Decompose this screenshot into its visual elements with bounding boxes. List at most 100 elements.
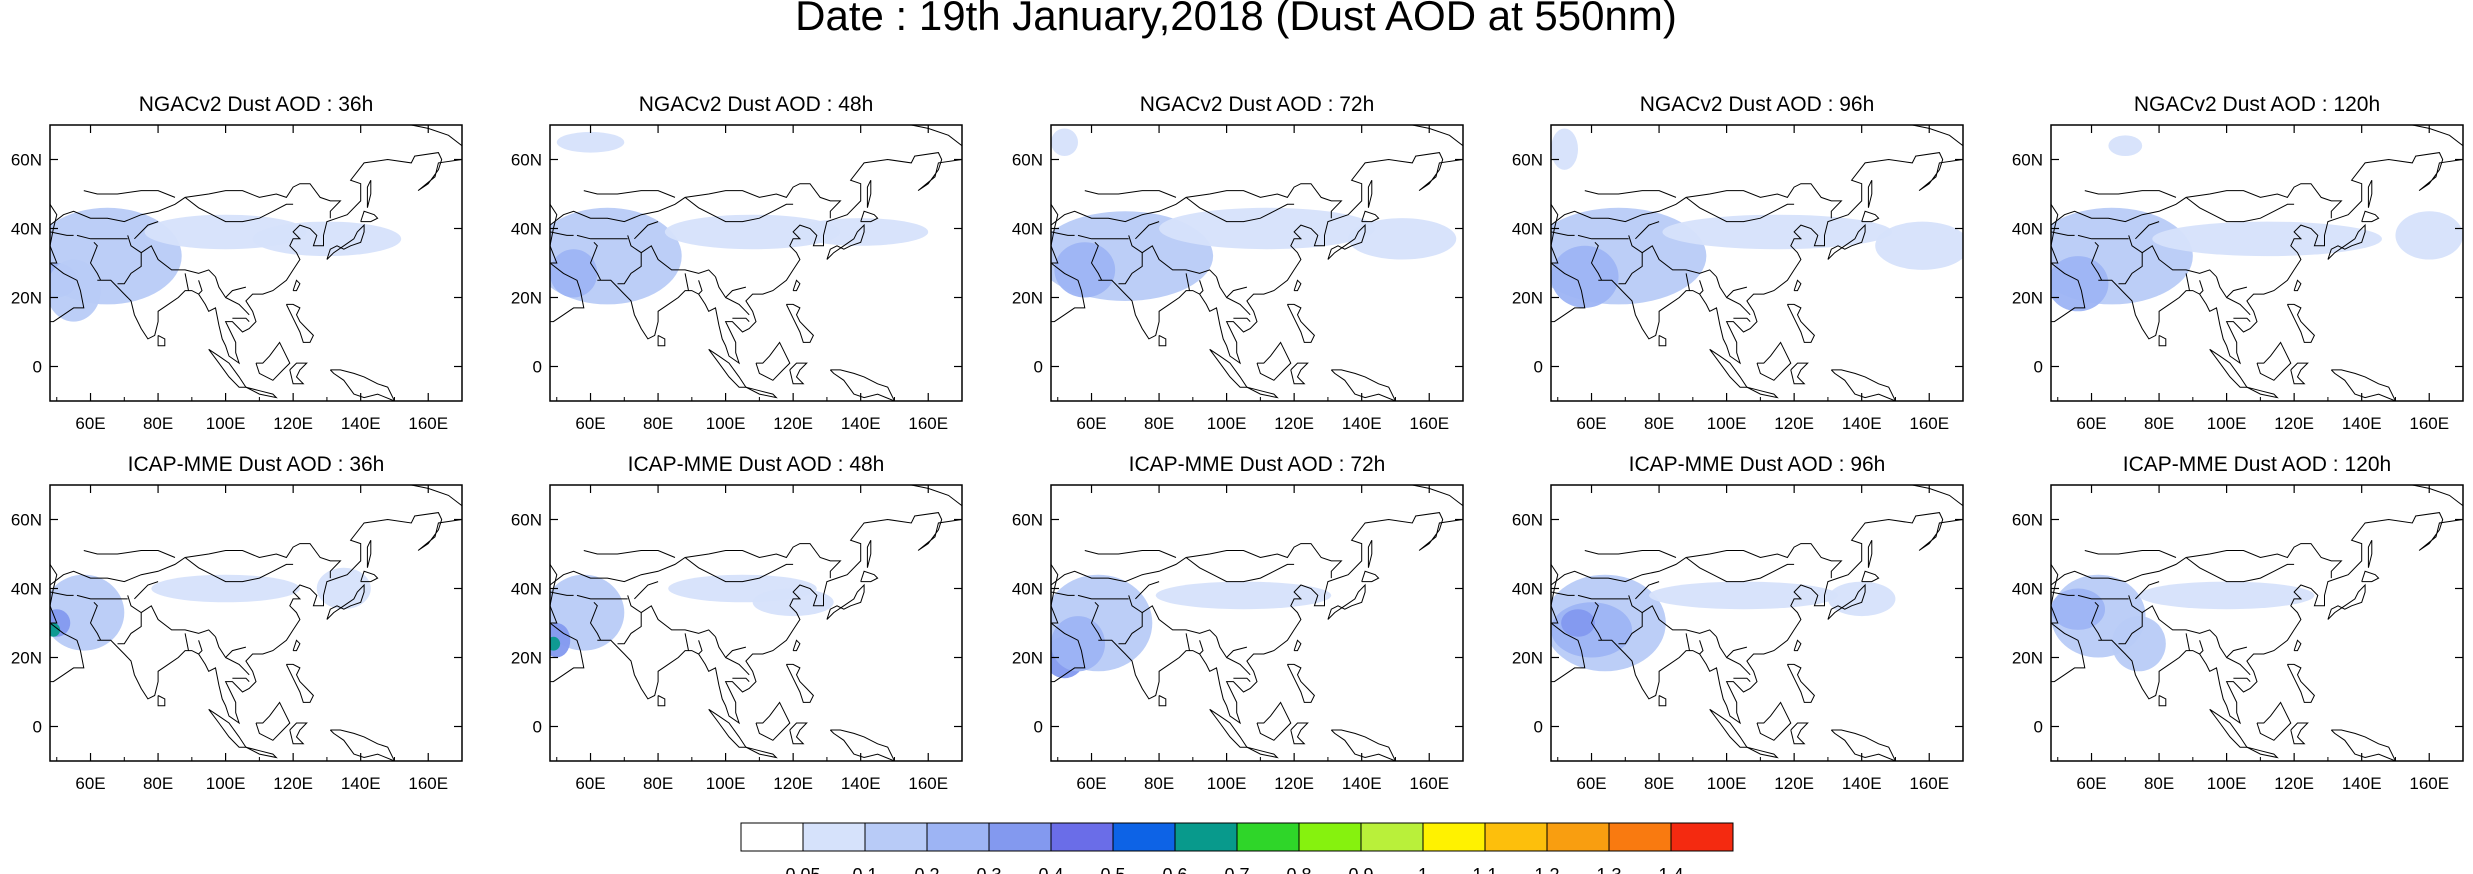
coastlines (1051, 125, 1463, 401)
map-line (2098, 152, 2463, 365)
map-line (1233, 677, 1251, 682)
x-tick-label: 160E (2409, 414, 2449, 433)
map-line (1658, 695, 1667, 707)
map-line (289, 722, 308, 745)
x-tick-label: 160E (1409, 414, 1449, 433)
map-line (1290, 362, 1309, 385)
map-line (76, 234, 128, 240)
map-line (550, 591, 574, 596)
colorbar-label: 0.9 (1348, 865, 1373, 874)
map-line (2185, 197, 2295, 223)
map-line (1141, 245, 1217, 278)
map-panel: NGACv2 Dust AOD : 96h 60E 80E 100E 120E 140E 1… (1512, 93, 1964, 433)
map-line (597, 512, 962, 725)
map-line (1641, 245, 1717, 278)
colorbar-label: 1 (1418, 865, 1428, 874)
map-line (117, 235, 142, 285)
map-line (1699, 280, 1704, 295)
dust-blob (50, 574, 125, 651)
x-tick-label: 160E (1409, 774, 1449, 793)
x-tick-label: 120E (773, 774, 813, 793)
map-line (1226, 657, 1251, 676)
map-line (184, 197, 294, 223)
map-line (2090, 601, 2103, 641)
map-frame (1550, 484, 1964, 762)
map-line (2361, 570, 2380, 583)
map-line (1590, 241, 1603, 281)
dust-field (2051, 135, 2463, 312)
map-frame (1050, 484, 1464, 762)
map-line (1551, 543, 1843, 586)
coastlines (1051, 485, 1463, 761)
map-line (684, 197, 794, 223)
map-panel: NGACv2 Dust AOD : 120h 60E 80E 100E 120E 140E… (2012, 93, 2464, 433)
x-tick-label: 80E (1144, 414, 1174, 433)
map-line (597, 152, 962, 365)
map-line (198, 640, 203, 655)
panel-title: NGACv2 Dust AOD : 36h (139, 93, 374, 116)
map-line (684, 557, 794, 583)
map-line (1077, 234, 1129, 240)
x-tick-label: 120E (2274, 414, 2314, 433)
map-line (1726, 297, 1751, 316)
map-line (2293, 279, 2302, 292)
colorbar-box (1236, 822, 1300, 852)
colorbar-box (1112, 822, 1176, 852)
map-line (1216, 636, 1248, 659)
map-line (1233, 317, 1251, 322)
map-line (2226, 657, 2251, 676)
map-line (1584, 190, 1677, 198)
map-line (1185, 197, 1295, 223)
map-line (911, 485, 962, 507)
dust-blob (793, 218, 929, 246)
map-line (2199, 640, 2204, 655)
x-tick-label: 140E (341, 774, 381, 793)
x-tick-label: 60E (1076, 414, 1106, 433)
map-line (208, 708, 247, 748)
map-line (550, 231, 574, 236)
dust-blob (252, 221, 402, 257)
map-line (792, 639, 801, 652)
map-line (1084, 550, 1177, 558)
map-line (2051, 622, 2086, 683)
map-line (140, 605, 216, 638)
map-line (1118, 235, 1143, 285)
map-line (292, 279, 301, 292)
map-line (2141, 245, 2217, 278)
map-line (50, 262, 85, 323)
map-line (2246, 746, 2279, 759)
map-line (1256, 701, 1292, 741)
map-panel: ICAP-MME Dust AOD : 36h 60E 80E 100E 120E 140… (11, 453, 463, 793)
dust-blob (550, 636, 561, 651)
dust-blob (1551, 128, 1579, 170)
map-line (326, 223, 365, 260)
dust-blob (2152, 221, 2382, 257)
y-tick-label: 40N (1512, 220, 1543, 239)
map-line (1685, 633, 1690, 651)
x-tick-label: 100E (2207, 414, 2247, 433)
map-line (50, 564, 58, 624)
x-tick-label: 120E (1274, 774, 1314, 793)
x-tick-label: 100E (206, 774, 246, 793)
map-line (2209, 708, 2248, 748)
map-panels: NGACv2 Dust AOD : 36h 60E 80E 100E 120E 140E 1… (11, 93, 2464, 793)
map-line (1135, 581, 1160, 600)
panel-title: ICAP-MME Dust AOD : 48h (628, 453, 885, 476)
dust-field (2051, 574, 2315, 672)
colorbar-box (988, 822, 1052, 852)
map-line (1327, 583, 1366, 620)
map-line (2330, 729, 2397, 761)
map-line (789, 362, 808, 385)
map-line (2185, 273, 2190, 291)
map-line (117, 595, 142, 645)
map-line (1709, 708, 1748, 748)
map-line (2327, 223, 2366, 260)
map-line (1551, 183, 1843, 226)
colorbar-label: 0.3 (976, 865, 1001, 874)
dust-blob (1054, 242, 1116, 298)
y-tick-label: 60N (511, 511, 542, 530)
colorbar-box (1670, 822, 1734, 852)
map-line (1226, 297, 1251, 316)
map-line (1209, 348, 1248, 388)
map-line (225, 297, 250, 316)
